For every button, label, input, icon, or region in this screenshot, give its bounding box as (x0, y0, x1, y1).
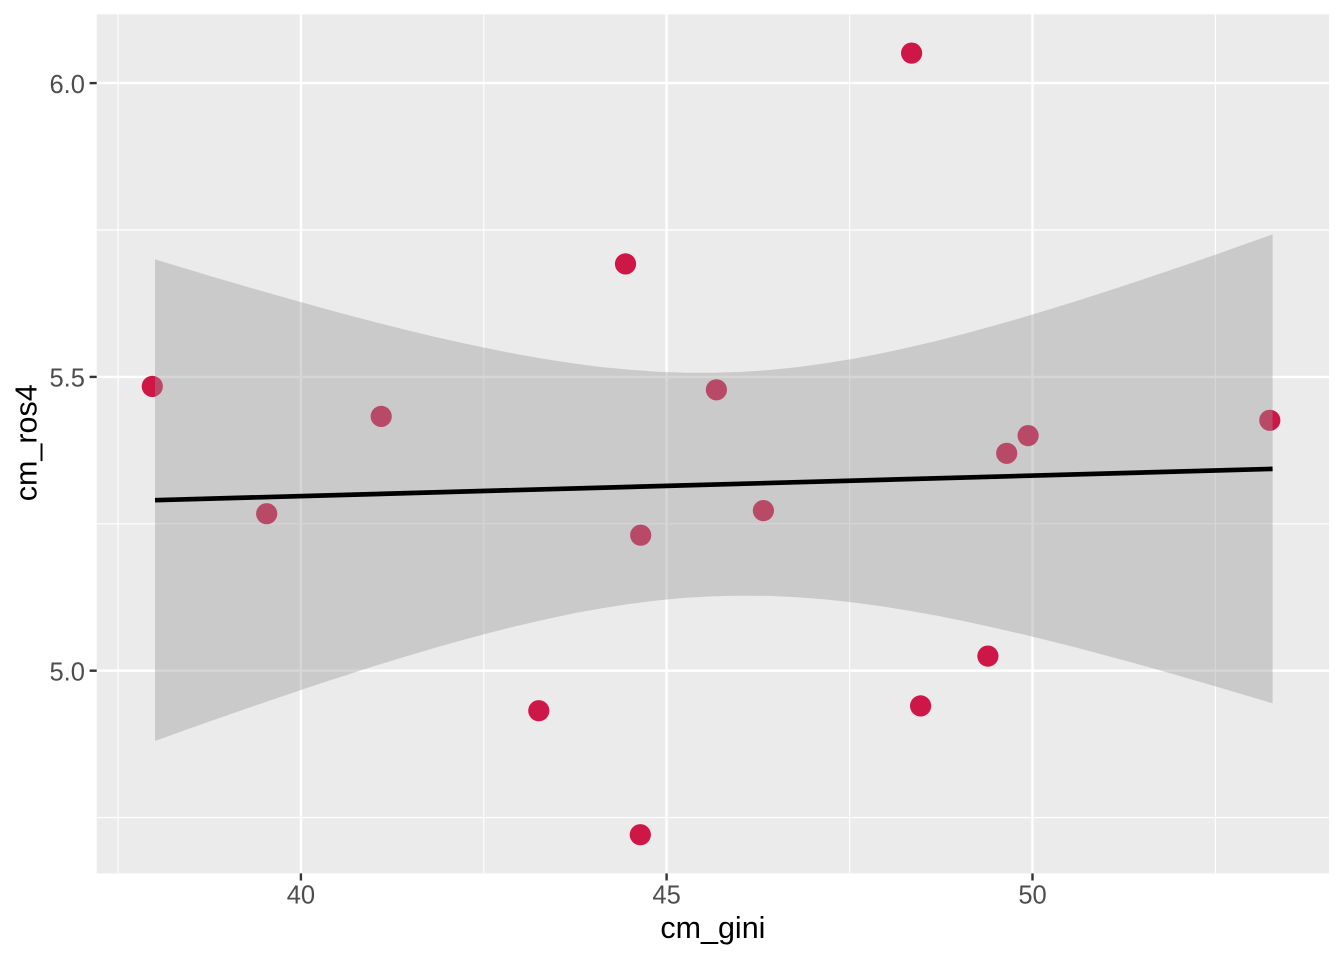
svg-text:40: 40 (287, 882, 315, 910)
svg-text:cm_ros4: cm_ros4 (9, 384, 43, 501)
svg-text:cm_gini: cm_gini (660, 911, 765, 945)
svg-text:6.0: 6.0 (49, 71, 84, 99)
svg-text:5.0: 5.0 (49, 658, 84, 686)
svg-text:45: 45 (652, 882, 680, 910)
svg-text:50: 50 (1018, 882, 1046, 910)
svg-text:5.5: 5.5 (49, 365, 84, 393)
